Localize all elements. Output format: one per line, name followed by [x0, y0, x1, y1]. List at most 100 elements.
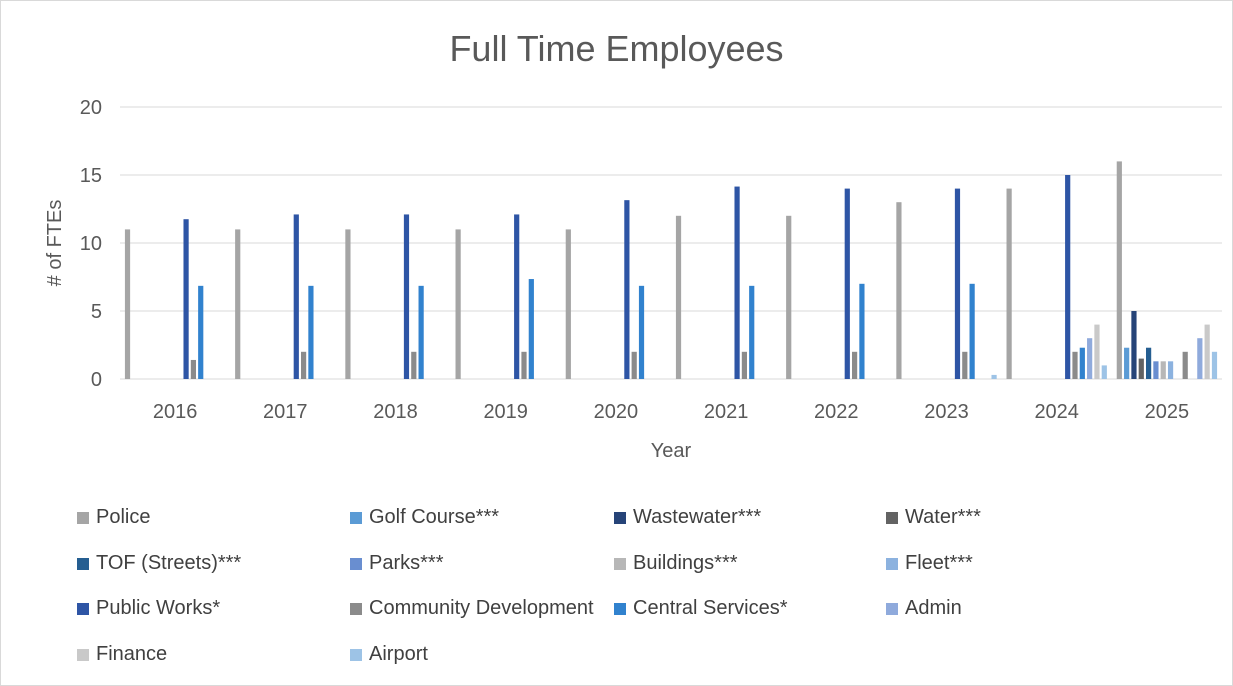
- legend-swatch: [77, 602, 89, 615]
- bar: [1197, 338, 1203, 379]
- bar: [183, 219, 189, 379]
- legend-item: Admin: [886, 597, 962, 620]
- bar: [1124, 347, 1130, 379]
- bar: [293, 214, 299, 379]
- bar: [411, 351, 417, 379]
- legend-label: Airport: [369, 643, 428, 665]
- y-tick-label: 15: [80, 165, 102, 187]
- bar: [1079, 347, 1085, 379]
- legend-label: Wastewater***: [633, 506, 762, 528]
- bar: [1116, 161, 1122, 379]
- bar: [1145, 347, 1152, 379]
- bar: [1167, 361, 1174, 379]
- legend-swatch: [886, 602, 898, 615]
- legend-label: Police: [96, 506, 151, 528]
- legend-swatch: [77, 511, 89, 524]
- bar: [521, 351, 527, 379]
- bar: [1101, 365, 1107, 379]
- legend-swatch: [350, 602, 362, 615]
- legend-item: TOF (Streets)***: [77, 552, 241, 575]
- bar: [1087, 338, 1093, 379]
- legend-swatch: [614, 602, 626, 615]
- bar: [1065, 175, 1071, 379]
- legend-swatch: [614, 511, 626, 524]
- legend-label: TOF (Streets)***: [96, 552, 242, 574]
- legend-item: Wastewater***: [614, 506, 761, 529]
- x-tick-label: 2016: [153, 401, 198, 423]
- bar: [638, 285, 645, 379]
- bar: [786, 215, 792, 379]
- legend-label: Community Development: [369, 597, 594, 619]
- legend-swatch: [350, 557, 362, 570]
- bar: [1006, 188, 1012, 379]
- legend-item: Airport: [350, 643, 428, 666]
- x-tick-label: 2018: [373, 401, 418, 423]
- bar: [734, 186, 740, 379]
- legend-item: Parks***: [350, 552, 443, 575]
- x-tick-label: 2020: [594, 401, 639, 423]
- legend-swatch: [614, 557, 626, 570]
- bar: [308, 285, 314, 379]
- bar: [345, 229, 351, 379]
- bar: [1131, 311, 1137, 379]
- legend-swatch: [77, 557, 89, 570]
- legend-swatch: [886, 557, 898, 570]
- x-tick-label: 2017: [263, 401, 308, 423]
- bar: [896, 202, 902, 379]
- legend-item: Central Services*: [614, 597, 788, 620]
- x-axis-title: Year: [651, 440, 692, 462]
- bar: [991, 374, 997, 379]
- bar: [1072, 351, 1078, 379]
- bar: [1153, 361, 1159, 379]
- legend-item: Buildings***: [614, 552, 738, 575]
- legend-swatch: [350, 511, 362, 524]
- x-tick-label: 2022: [814, 401, 859, 423]
- bar: [455, 229, 461, 379]
- legend-label: Admin: [905, 597, 962, 619]
- legend-item: Police: [77, 506, 150, 529]
- y-tick-label: 0: [91, 369, 102, 391]
- bar: [852, 351, 858, 379]
- legend-label: Water***: [905, 506, 981, 528]
- y-tick-label: 10: [80, 233, 102, 255]
- bar: [190, 359, 197, 379]
- bar: [844, 188, 850, 379]
- legend-item: Golf Course***: [350, 506, 499, 529]
- bar: [1211, 351, 1218, 379]
- x-tick-label: 2023: [924, 401, 969, 423]
- bar: [1160, 361, 1166, 379]
- x-tick-label: 2025: [1145, 401, 1190, 423]
- x-tick-label: 2024: [1034, 401, 1079, 423]
- legend-swatch: [350, 648, 362, 661]
- legend-label: Buildings***: [633, 552, 738, 574]
- bar: [631, 351, 637, 379]
- legend-swatch: [77, 648, 89, 661]
- bar: [235, 229, 241, 379]
- bar: [1094, 324, 1100, 379]
- legend-label: Golf Course***: [369, 506, 500, 528]
- bar: [962, 351, 968, 379]
- legend-label: Public Works*: [96, 597, 221, 619]
- y-tick-label: 5: [91, 301, 102, 323]
- legend-swatch: [886, 511, 898, 524]
- x-tick-label: 2019: [483, 401, 528, 423]
- bar: [675, 215, 682, 379]
- chart-title: Full Time Employees: [449, 28, 784, 69]
- legend-item: Public Works*: [77, 597, 220, 620]
- y-axis-title: # of FTEs: [44, 200, 66, 287]
- bar: [749, 285, 755, 379]
- legend-label: Fleet***: [905, 552, 973, 574]
- bar: [1204, 324, 1210, 379]
- legend-item: Community Development: [350, 597, 594, 620]
- x-tick-label: 2021: [704, 401, 749, 423]
- legend-label: Central Services*: [633, 597, 788, 619]
- bar: [1138, 358, 1144, 379]
- bar: [624, 200, 630, 379]
- bar: [124, 229, 131, 379]
- bar: [403, 214, 410, 379]
- bar: [859, 283, 865, 379]
- y-tick-label: 20: [80, 97, 102, 119]
- legend-item: Finance: [77, 643, 167, 666]
- bar: [198, 285, 204, 379]
- legend-label: Finance: [96, 643, 168, 665]
